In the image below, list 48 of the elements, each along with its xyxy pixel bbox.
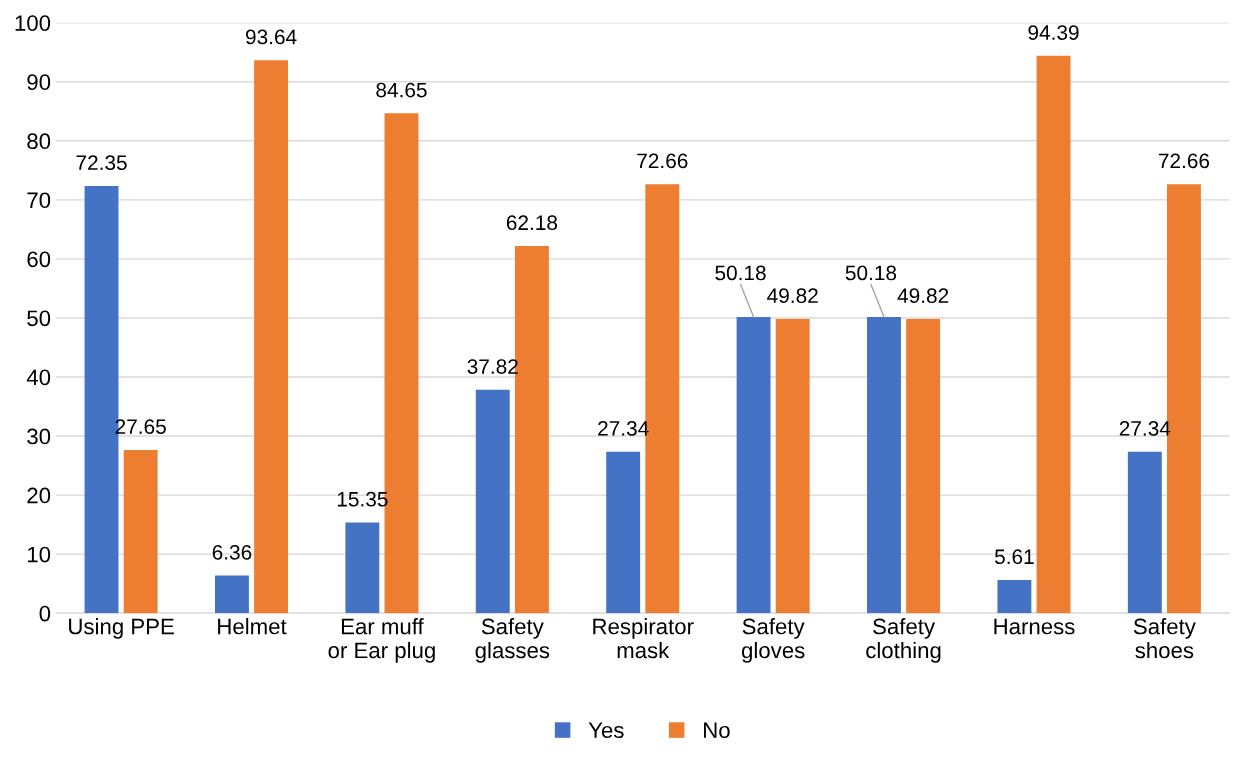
bar (736, 316, 771, 614)
bar (1127, 451, 1162, 614)
data-label: 50.18 (715, 265, 766, 281)
data-label: 72.66 (637, 153, 688, 169)
x-tick-label: Safety shoes (1133, 618, 1196, 659)
legend-label: Yes (588, 722, 624, 739)
data-label: 49.82 (897, 288, 949, 304)
y-tick-label: 20 (27, 487, 51, 504)
y-tick-label: 10 (28, 546, 51, 563)
data-label: 49.82 (767, 288, 818, 304)
y-tick-label: 70 (27, 192, 51, 209)
data-label: 72.35 (76, 155, 127, 171)
x-tick-label: Safety glasses (475, 618, 550, 663)
y-tick-label: 90 (27, 74, 51, 91)
bar (775, 319, 810, 614)
bar (254, 60, 289, 614)
x-tick-label: Safety gloves (741, 618, 805, 663)
y-tick-label: 40 (26, 369, 51, 386)
x-tick-label: Harness (994, 618, 1075, 635)
x-tick-label: Ear muff or Ear plug (328, 618, 435, 663)
y-tick-label: 80 (27, 133, 51, 150)
x-tick-label: Helmet (218, 618, 287, 635)
bar (606, 451, 641, 614)
data-label: 62.18 (506, 215, 558, 231)
x-tick-label: Safety clothing (866, 618, 941, 663)
bar (214, 575, 249, 614)
y-tick-label: 0 (39, 605, 51, 622)
x-tick-label: Using PPE (69, 618, 174, 639)
bar (475, 389, 510, 614)
data-label: 84.65 (376, 82, 427, 98)
bar (867, 316, 901, 614)
bar (123, 449, 158, 614)
bar (906, 319, 941, 614)
data-label: 94.39 (1028, 25, 1079, 40)
bar (345, 522, 380, 614)
y-tick-label: 50 (27, 310, 51, 327)
data-label: 93.64 (245, 29, 297, 45)
legend-label: No (704, 722, 730, 739)
bar (997, 580, 1032, 614)
y-tick-label: 60 (27, 251, 51, 268)
data-label: 50.18 (845, 265, 897, 281)
bar (1036, 55, 1071, 614)
data-label: 5.61 (994, 549, 1034, 565)
y-tick-label: 30 (27, 428, 51, 445)
data-label: 72.66 (1158, 153, 1210, 169)
data-label: 6.36 (212, 544, 252, 560)
x-tick-label: Respirator mask (593, 618, 694, 659)
y-tick-label: 100 (15, 15, 51, 31)
